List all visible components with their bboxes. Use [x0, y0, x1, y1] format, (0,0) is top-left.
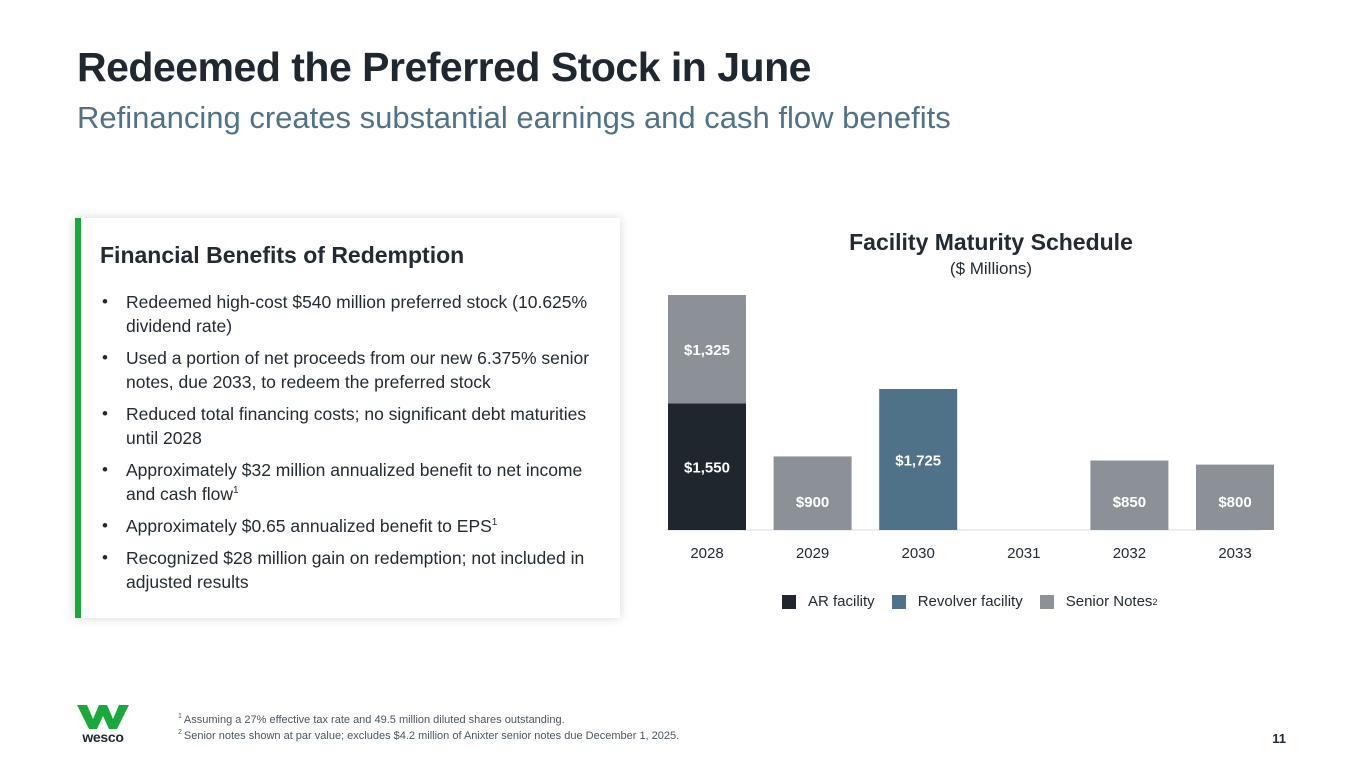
legend-label-revolver-facility: Revolver facility [917, 593, 1023, 610]
data-label-2033: $800 [1218, 494, 1251, 511]
bar-2033-senior-notes [1196, 464, 1274, 530]
benefit-item: Recognized $28 million gain on redemptio… [100, 546, 590, 594]
maturity-chart: $1,550 $1,325 2028 $900 2029 $1,725 2030 2031 $8… [665, 295, 1274, 562]
legend-swatch-senior-notes [1039, 594, 1054, 609]
data-label-2029: $900 [796, 494, 829, 511]
bar-2028-ar-facility [668, 403, 746, 530]
legend-label-ar-facility: AR facility [808, 593, 875, 610]
bar-2032-senior-notes [1090, 460, 1169, 530]
legend-item-revolver-facility: Revolver facility [891, 593, 1023, 610]
benefit-item: Approximately $0.65 annualized benefit t… [100, 514, 590, 538]
benefits-card: Financial Benefits of Redemption Redeeme… [75, 218, 620, 618]
data-label-2030: $1,725 [895, 453, 941, 470]
bar-2030-revolver-facility [879, 389, 958, 530]
chart-subtitle: ($ Millions) [949, 259, 1033, 278]
page-number: 11 [1272, 731, 1286, 746]
benefits-list: Redeemed high-cost $540 million preferre… [100, 290, 590, 602]
legend-label-senior-notes: Senior Notes [1065, 593, 1153, 610]
benefits-card-title: Financial Benefits of Redemption [100, 242, 465, 268]
data-label-2028: $1,325 [684, 342, 730, 359]
x-tick-label: 2029 [796, 545, 829, 562]
legend-swatch-revolver-facility [891, 594, 906, 609]
x-tick-label: 2033 [1218, 545, 1251, 562]
legend-item-ar-facility: AR facility [782, 593, 875, 610]
bar-2028-senior-notes [668, 295, 746, 404]
benefit-item: Approximately $32 million annualized ben… [100, 458, 590, 506]
x-tick-label: 2031 [1007, 545, 1040, 562]
legend-item-senior-notes: Senior Notes 2 [1039, 593, 1157, 610]
footnote: 2 Senior notes shown at par value; exclud… [178, 729, 680, 742]
page-title: Redeemed the Preferred Stock in June [77, 44, 811, 90]
footnote: 1 Assuming a 27% effective tax rate and 4… [178, 713, 565, 726]
page-subtitle: Refinancing creates substantial earnings… [77, 100, 951, 135]
data-label-2032: $850 [1113, 494, 1146, 511]
legend-swatch-ar-facility [782, 594, 796, 609]
chart-legend: AR facility Revolver facility Senior Not… [782, 593, 1174, 610]
benefit-item: Redeemed high-cost $540 million preferre… [100, 290, 590, 338]
benefit-item: Reduced total financing costs; no signif… [100, 402, 590, 450]
x-tick-label: 2032 [1113, 545, 1146, 562]
footnotes: 1 Assuming a 27% effective tax rate and 4… [178, 712, 679, 744]
logo-wordmark: wesco [82, 729, 124, 745]
chart-title: Facility Maturity Schedule [849, 229, 1133, 255]
x-tick-label: 2030 [902, 545, 935, 562]
bar-2029-senior-notes [773, 456, 852, 530]
wesco-logo-icon [77, 705, 129, 729]
benefit-item: Used a portion of net proceeds from our … [100, 346, 590, 394]
data-label-2028: $1,550 [684, 460, 730, 477]
x-tick-label: 2028 [690, 545, 723, 562]
